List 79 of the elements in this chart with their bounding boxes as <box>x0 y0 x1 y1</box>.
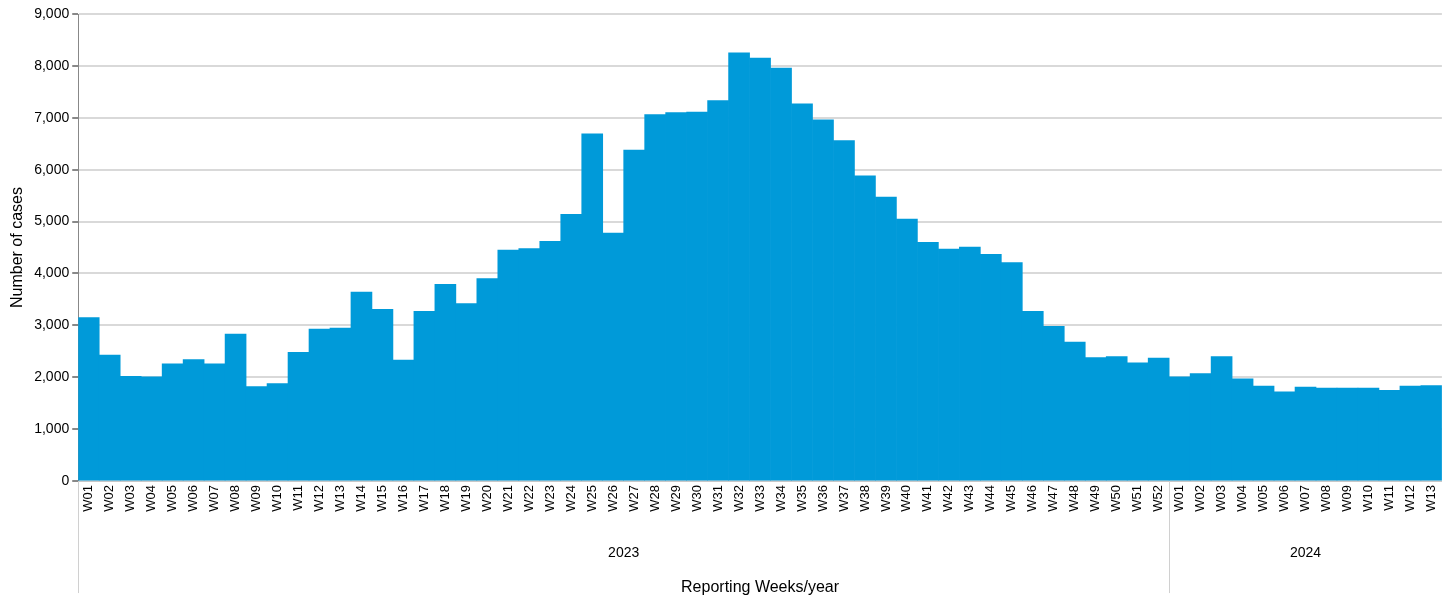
x-tick-label: W51 <box>1129 485 1145 512</box>
x-tick-label: W24 <box>562 485 578 512</box>
y-axis-title: Number of cases <box>8 187 26 308</box>
y-tick-label: 4,000 <box>34 264 70 281</box>
x-tick-label: W07 <box>1297 485 1313 512</box>
x-tick-label: W10 <box>1360 485 1376 512</box>
x-tick-label: W52 <box>1150 485 1166 512</box>
x-tick-label: W06 <box>1276 485 1292 512</box>
x-tick-label: W41 <box>919 485 935 512</box>
x-tick-label: W25 <box>583 485 599 512</box>
x-tick-label: W13 <box>332 485 348 512</box>
x-tick-label: W46 <box>1024 485 1040 512</box>
x-tick-label: W09 <box>1339 485 1355 512</box>
x-tick-label: W39 <box>877 485 893 512</box>
text: 2023 <box>608 543 640 560</box>
x-tick-label: W27 <box>625 485 641 512</box>
x-axis-title: Reporting Weeks/year <box>681 577 840 595</box>
x-tick-label: W35 <box>793 485 809 512</box>
x-tick-label: W43 <box>961 485 977 512</box>
x-tick-label: W08 <box>227 485 243 512</box>
x-tick-label: W10 <box>269 485 285 512</box>
x-tick-label: W32 <box>730 485 746 512</box>
x-tick-label: W04 <box>1234 485 1250 512</box>
x-tick-label: W29 <box>667 485 683 512</box>
x-tick-label: W23 <box>541 485 557 512</box>
y-tick-label: 0 <box>61 471 70 488</box>
x-tick-label: W03 <box>122 485 138 512</box>
y-tick-label: 1,000 <box>34 420 70 437</box>
x-tick-label: W21 <box>499 485 515 512</box>
x-tick-label: W15 <box>374 485 390 512</box>
x-tick-label: W05 <box>1255 485 1271 512</box>
x-tick-label: W34 <box>772 485 788 512</box>
x-tick-label: W12 <box>311 485 327 512</box>
x-tick-label: W01 <box>1171 485 1187 512</box>
x-tick-label: W22 <box>520 485 536 512</box>
x-tick-label: W02 <box>1192 485 1208 512</box>
y-tick-label: 5,000 <box>34 212 70 229</box>
x-tick-label: W07 <box>206 485 222 512</box>
x-tick-label: W08 <box>1318 485 1334 512</box>
x-tick-label: W26 <box>604 485 620 512</box>
x-tick-label: W16 <box>394 485 410 512</box>
y-tick-label: 6,000 <box>34 160 70 177</box>
x-tick-label: W03 <box>1213 485 1229 512</box>
x-tick-label: W47 <box>1045 485 1061 512</box>
x-tick-label: W18 <box>436 485 452 512</box>
y-tick-label: 9,000 <box>34 4 70 21</box>
x-tick-label: W20 <box>478 485 494 512</box>
x-tick-label: W37 <box>835 485 851 512</box>
x-tick-label: W02 <box>101 485 117 512</box>
x-tick-label: W04 <box>143 485 159 512</box>
x-tick-label: W38 <box>856 485 872 512</box>
x-tick-label: W11 <box>290 485 306 511</box>
x-tick-label: W12 <box>1402 485 1417 512</box>
y-tick-label: 3,000 <box>34 316 70 333</box>
x-tick-label: W49 <box>1087 485 1103 512</box>
x-tick-label: W31 <box>709 485 725 512</box>
x-tick-label: W42 <box>940 485 956 512</box>
x-tick-label: W40 <box>898 485 914 512</box>
x-tick-label: W44 <box>982 485 998 512</box>
x-tick-label: W45 <box>1003 485 1019 512</box>
y-tick-label: 8,000 <box>34 56 70 73</box>
text: 2024 <box>1289 543 1322 560</box>
x-tick-label: W05 <box>164 485 180 512</box>
x-tick-label: W11 <box>1381 485 1397 511</box>
y-tick-label: 2,000 <box>34 368 70 385</box>
x-tick-label: W36 <box>814 485 830 512</box>
x-tick-label: W06 <box>185 485 201 512</box>
x-tick-label: W28 <box>646 485 662 512</box>
x-tick-label: W13 <box>1422 485 1438 512</box>
x-tick-label: W09 <box>248 485 264 512</box>
x-tick-label: W14 <box>353 485 369 512</box>
x-tick-label: W48 <box>1066 485 1082 512</box>
x-tick-label: W19 <box>457 485 473 512</box>
y-tick-label: 7,000 <box>34 108 70 125</box>
x-tick-label: W33 <box>751 485 767 512</box>
x-tick-label: W30 <box>688 485 704 512</box>
x-tick-label: W17 <box>415 485 431 512</box>
x-tick-label: W01 <box>80 485 96 512</box>
x-tick-label: W50 <box>1108 485 1124 512</box>
